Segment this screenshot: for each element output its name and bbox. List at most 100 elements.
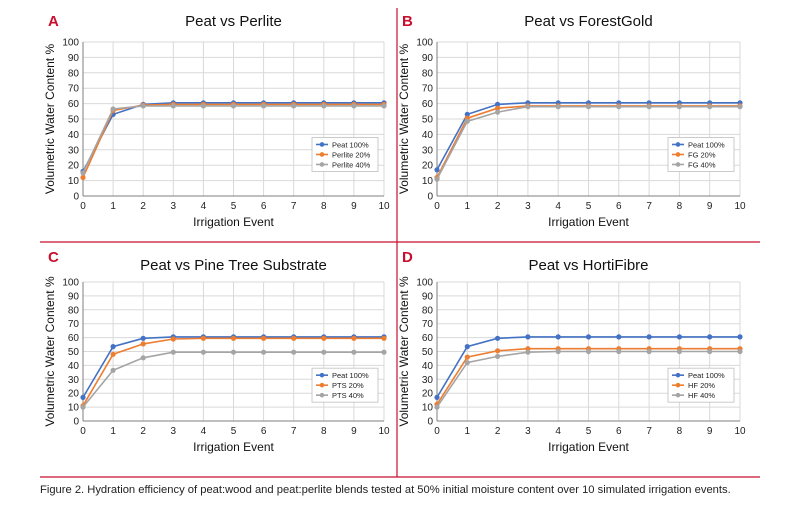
legend-swatch-marker <box>675 372 681 378</box>
y-tick-label: 100 <box>416 278 433 289</box>
legend-swatch-marker <box>319 152 325 157</box>
data-point <box>646 104 652 110</box>
data-point <box>525 104 531 110</box>
data-point <box>200 335 206 341</box>
legend: Peat 100%FG 20%FG 40% <box>667 137 735 172</box>
x-tick-label: 9 <box>707 201 713 212</box>
data-point <box>555 334 561 340</box>
x-axis-label: Irrigation Event <box>193 215 274 229</box>
x-tick-label: 2 <box>495 426 501 437</box>
x-tick-label: 8 <box>677 426 683 437</box>
y-tick-label: 40 <box>422 130 434 141</box>
x-tick-label: 7 <box>646 201 652 212</box>
data-point <box>110 106 116 112</box>
data-point <box>616 104 622 110</box>
panel-dividers <box>40 8 760 478</box>
chart-panel-d: D Peat vs HortiFibre010203040506070809010… <box>397 249 746 454</box>
y-axis-label: Volumetric Water Content % <box>397 276 411 427</box>
x-tick-label: 6 <box>616 426 622 437</box>
data-point <box>646 334 652 340</box>
x-axis-label: Irrigation Event <box>548 215 629 229</box>
data-point <box>525 334 531 340</box>
data-point <box>555 104 561 110</box>
y-tick-label: 50 <box>422 347 434 358</box>
x-tick-label: 8 <box>321 426 327 437</box>
y-tick-label: 0 <box>73 417 79 428</box>
legend-label: FG 40% <box>688 160 716 169</box>
data-point <box>434 176 440 182</box>
data-point <box>110 351 116 357</box>
y-tick-label: 30 <box>422 145 434 156</box>
legend-swatch-marker <box>319 162 325 167</box>
x-tick-label: 0 <box>434 201 440 212</box>
data-point <box>230 103 237 109</box>
x-tick-label: 9 <box>351 201 357 212</box>
data-point <box>351 349 357 355</box>
chart-title: Peat vs ForestGold <box>524 13 652 30</box>
data-point <box>707 348 713 355</box>
data-point <box>495 348 501 354</box>
y-tick-label: 100 <box>62 38 79 49</box>
data-point <box>140 103 146 109</box>
x-tick-label: 10 <box>734 201 746 212</box>
x-tick-label: 3 <box>171 426 177 437</box>
data-point <box>707 334 713 340</box>
x-tick-label: 3 <box>525 426 531 437</box>
data-point <box>261 335 267 341</box>
y-tick-label: 80 <box>68 68 80 79</box>
x-tick-label: 4 <box>201 426 207 437</box>
y-tick-label: 40 <box>68 130 80 141</box>
data-point <box>381 103 387 109</box>
data-point <box>80 174 86 181</box>
x-tick-label: 7 <box>291 201 297 212</box>
legend: Peat 100%Perlite 20%Perlite 40% <box>311 137 379 172</box>
data-point <box>110 367 116 373</box>
legend-swatch-marker <box>319 142 325 147</box>
x-axis-label: Irrigation Event <box>193 440 274 454</box>
legend-label: HF 20% <box>688 381 715 390</box>
data-point <box>351 335 357 341</box>
x-tick-label: 4 <box>201 201 207 212</box>
y-tick-label: 20 <box>422 389 434 400</box>
legend-swatch-marker <box>675 392 681 398</box>
data-point <box>737 104 743 110</box>
y-tick-label: 70 <box>68 84 80 95</box>
legend-label: HF 40% <box>688 391 715 400</box>
data-point <box>170 349 176 355</box>
y-tick-label: 80 <box>68 305 80 316</box>
data-point <box>676 104 683 110</box>
data-point <box>585 348 592 355</box>
data-point <box>464 360 470 366</box>
y-tick-label: 10 <box>68 176 80 187</box>
x-tick-label: 9 <box>351 426 357 437</box>
data-point <box>381 349 387 355</box>
legend-swatch-marker <box>319 382 325 388</box>
data-point <box>200 103 206 109</box>
legend-label: Peat 100% <box>688 371 725 380</box>
legend-swatch-marker <box>319 392 325 398</box>
data-point <box>434 167 440 173</box>
data-point <box>321 103 327 109</box>
y-axis-label: Volumetric Water Content % <box>43 276 57 427</box>
data-point <box>321 349 327 355</box>
panel-letter: C <box>48 249 59 266</box>
y-tick-label: 60 <box>68 333 80 344</box>
data-point <box>80 394 86 400</box>
chart-panel-b: B Peat vs ForestGold010203040506070809010… <box>397 13 746 229</box>
y-tick-label: 90 <box>422 291 434 302</box>
x-tick-label: 2 <box>140 201 146 212</box>
figure-caption: Figure 2. Hydration efficiency of peat:w… <box>40 484 731 496</box>
y-tick-label: 10 <box>68 403 80 414</box>
panel-letter: D <box>402 249 413 266</box>
y-tick-label: 90 <box>422 53 434 64</box>
x-tick-label: 1 <box>465 426 471 437</box>
y-tick-label: 10 <box>422 403 434 414</box>
x-tick-label: 8 <box>321 201 327 212</box>
legend-label: PTS 40% <box>332 391 364 400</box>
data-point <box>737 334 743 340</box>
y-tick-label: 100 <box>62 278 79 289</box>
x-tick-label: 5 <box>231 426 237 437</box>
legend-swatch-marker <box>675 152 681 157</box>
y-tick-label: 60 <box>68 99 80 110</box>
chart-panel-c: C Peat vs Pine Tree Substrate010203040506… <box>43 249 390 454</box>
